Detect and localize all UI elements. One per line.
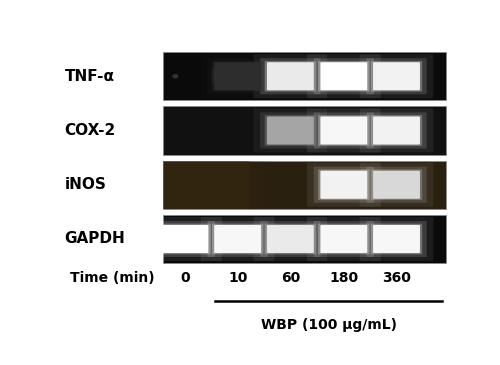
- FancyBboxPatch shape: [163, 107, 446, 154]
- FancyBboxPatch shape: [254, 217, 327, 261]
- FancyBboxPatch shape: [318, 115, 370, 146]
- FancyBboxPatch shape: [307, 108, 380, 153]
- FancyBboxPatch shape: [242, 68, 249, 85]
- FancyBboxPatch shape: [212, 224, 264, 254]
- FancyBboxPatch shape: [307, 163, 380, 207]
- FancyBboxPatch shape: [318, 224, 370, 254]
- FancyBboxPatch shape: [254, 68, 260, 85]
- FancyBboxPatch shape: [366, 167, 426, 203]
- FancyBboxPatch shape: [163, 52, 446, 100]
- FancyBboxPatch shape: [307, 54, 380, 98]
- FancyBboxPatch shape: [252, 161, 254, 209]
- FancyBboxPatch shape: [267, 116, 314, 145]
- FancyBboxPatch shape: [224, 68, 230, 85]
- FancyBboxPatch shape: [320, 116, 368, 145]
- FancyBboxPatch shape: [260, 58, 320, 94]
- FancyBboxPatch shape: [267, 161, 270, 209]
- FancyBboxPatch shape: [254, 161, 258, 209]
- FancyBboxPatch shape: [231, 68, 237, 85]
- FancyBboxPatch shape: [267, 225, 314, 253]
- FancyBboxPatch shape: [264, 224, 316, 254]
- FancyBboxPatch shape: [264, 161, 267, 209]
- FancyBboxPatch shape: [201, 217, 274, 261]
- FancyBboxPatch shape: [371, 224, 422, 254]
- FancyBboxPatch shape: [320, 171, 368, 199]
- FancyBboxPatch shape: [314, 221, 374, 257]
- Text: WBP (100 μg/mL): WBP (100 μg/mL): [261, 318, 397, 332]
- FancyBboxPatch shape: [160, 224, 210, 254]
- FancyBboxPatch shape: [254, 54, 327, 98]
- Text: TNF-α: TNF-α: [64, 69, 114, 84]
- FancyBboxPatch shape: [360, 217, 434, 261]
- FancyBboxPatch shape: [201, 54, 274, 98]
- FancyBboxPatch shape: [264, 115, 316, 146]
- Text: GAPDH: GAPDH: [64, 231, 125, 246]
- FancyBboxPatch shape: [373, 171, 420, 199]
- FancyBboxPatch shape: [163, 161, 248, 209]
- Text: 0: 0: [180, 272, 190, 285]
- FancyBboxPatch shape: [360, 108, 434, 153]
- FancyBboxPatch shape: [208, 221, 268, 257]
- Text: 180: 180: [330, 272, 358, 285]
- FancyBboxPatch shape: [318, 61, 370, 92]
- FancyBboxPatch shape: [360, 54, 434, 98]
- FancyBboxPatch shape: [208, 58, 268, 94]
- FancyBboxPatch shape: [371, 115, 422, 146]
- FancyBboxPatch shape: [320, 225, 368, 253]
- FancyBboxPatch shape: [163, 215, 446, 263]
- FancyBboxPatch shape: [373, 225, 420, 253]
- FancyBboxPatch shape: [216, 68, 222, 85]
- Text: 60: 60: [280, 272, 300, 285]
- FancyBboxPatch shape: [261, 161, 264, 209]
- FancyBboxPatch shape: [254, 108, 327, 153]
- FancyBboxPatch shape: [320, 62, 368, 90]
- Text: COX-2: COX-2: [64, 123, 116, 138]
- FancyBboxPatch shape: [314, 167, 374, 203]
- FancyBboxPatch shape: [248, 161, 252, 209]
- FancyBboxPatch shape: [212, 68, 218, 85]
- FancyBboxPatch shape: [260, 221, 320, 257]
- FancyBboxPatch shape: [318, 169, 370, 200]
- FancyBboxPatch shape: [162, 225, 208, 253]
- FancyBboxPatch shape: [214, 225, 261, 253]
- FancyBboxPatch shape: [264, 61, 316, 92]
- FancyBboxPatch shape: [227, 68, 234, 85]
- FancyBboxPatch shape: [220, 68, 226, 85]
- FancyBboxPatch shape: [366, 112, 426, 149]
- Text: Time (min): Time (min): [70, 272, 155, 285]
- FancyBboxPatch shape: [314, 58, 374, 94]
- FancyBboxPatch shape: [250, 68, 256, 85]
- FancyBboxPatch shape: [239, 68, 245, 85]
- FancyBboxPatch shape: [155, 221, 215, 257]
- FancyBboxPatch shape: [371, 61, 422, 92]
- FancyBboxPatch shape: [246, 68, 253, 85]
- FancyBboxPatch shape: [260, 112, 320, 149]
- FancyBboxPatch shape: [371, 169, 422, 200]
- FancyBboxPatch shape: [148, 217, 222, 261]
- FancyBboxPatch shape: [366, 221, 426, 257]
- FancyBboxPatch shape: [214, 62, 261, 90]
- Circle shape: [172, 74, 178, 78]
- FancyBboxPatch shape: [360, 163, 434, 207]
- FancyBboxPatch shape: [366, 58, 426, 94]
- FancyBboxPatch shape: [258, 161, 261, 209]
- Text: iNOS: iNOS: [64, 177, 106, 192]
- FancyBboxPatch shape: [267, 62, 314, 90]
- FancyBboxPatch shape: [212, 61, 264, 92]
- FancyBboxPatch shape: [373, 62, 420, 90]
- FancyBboxPatch shape: [373, 116, 420, 145]
- Text: 360: 360: [382, 272, 411, 285]
- Text: 10: 10: [228, 272, 248, 285]
- FancyBboxPatch shape: [163, 161, 446, 209]
- FancyBboxPatch shape: [307, 217, 380, 261]
- FancyBboxPatch shape: [235, 68, 241, 85]
- FancyBboxPatch shape: [314, 112, 374, 149]
